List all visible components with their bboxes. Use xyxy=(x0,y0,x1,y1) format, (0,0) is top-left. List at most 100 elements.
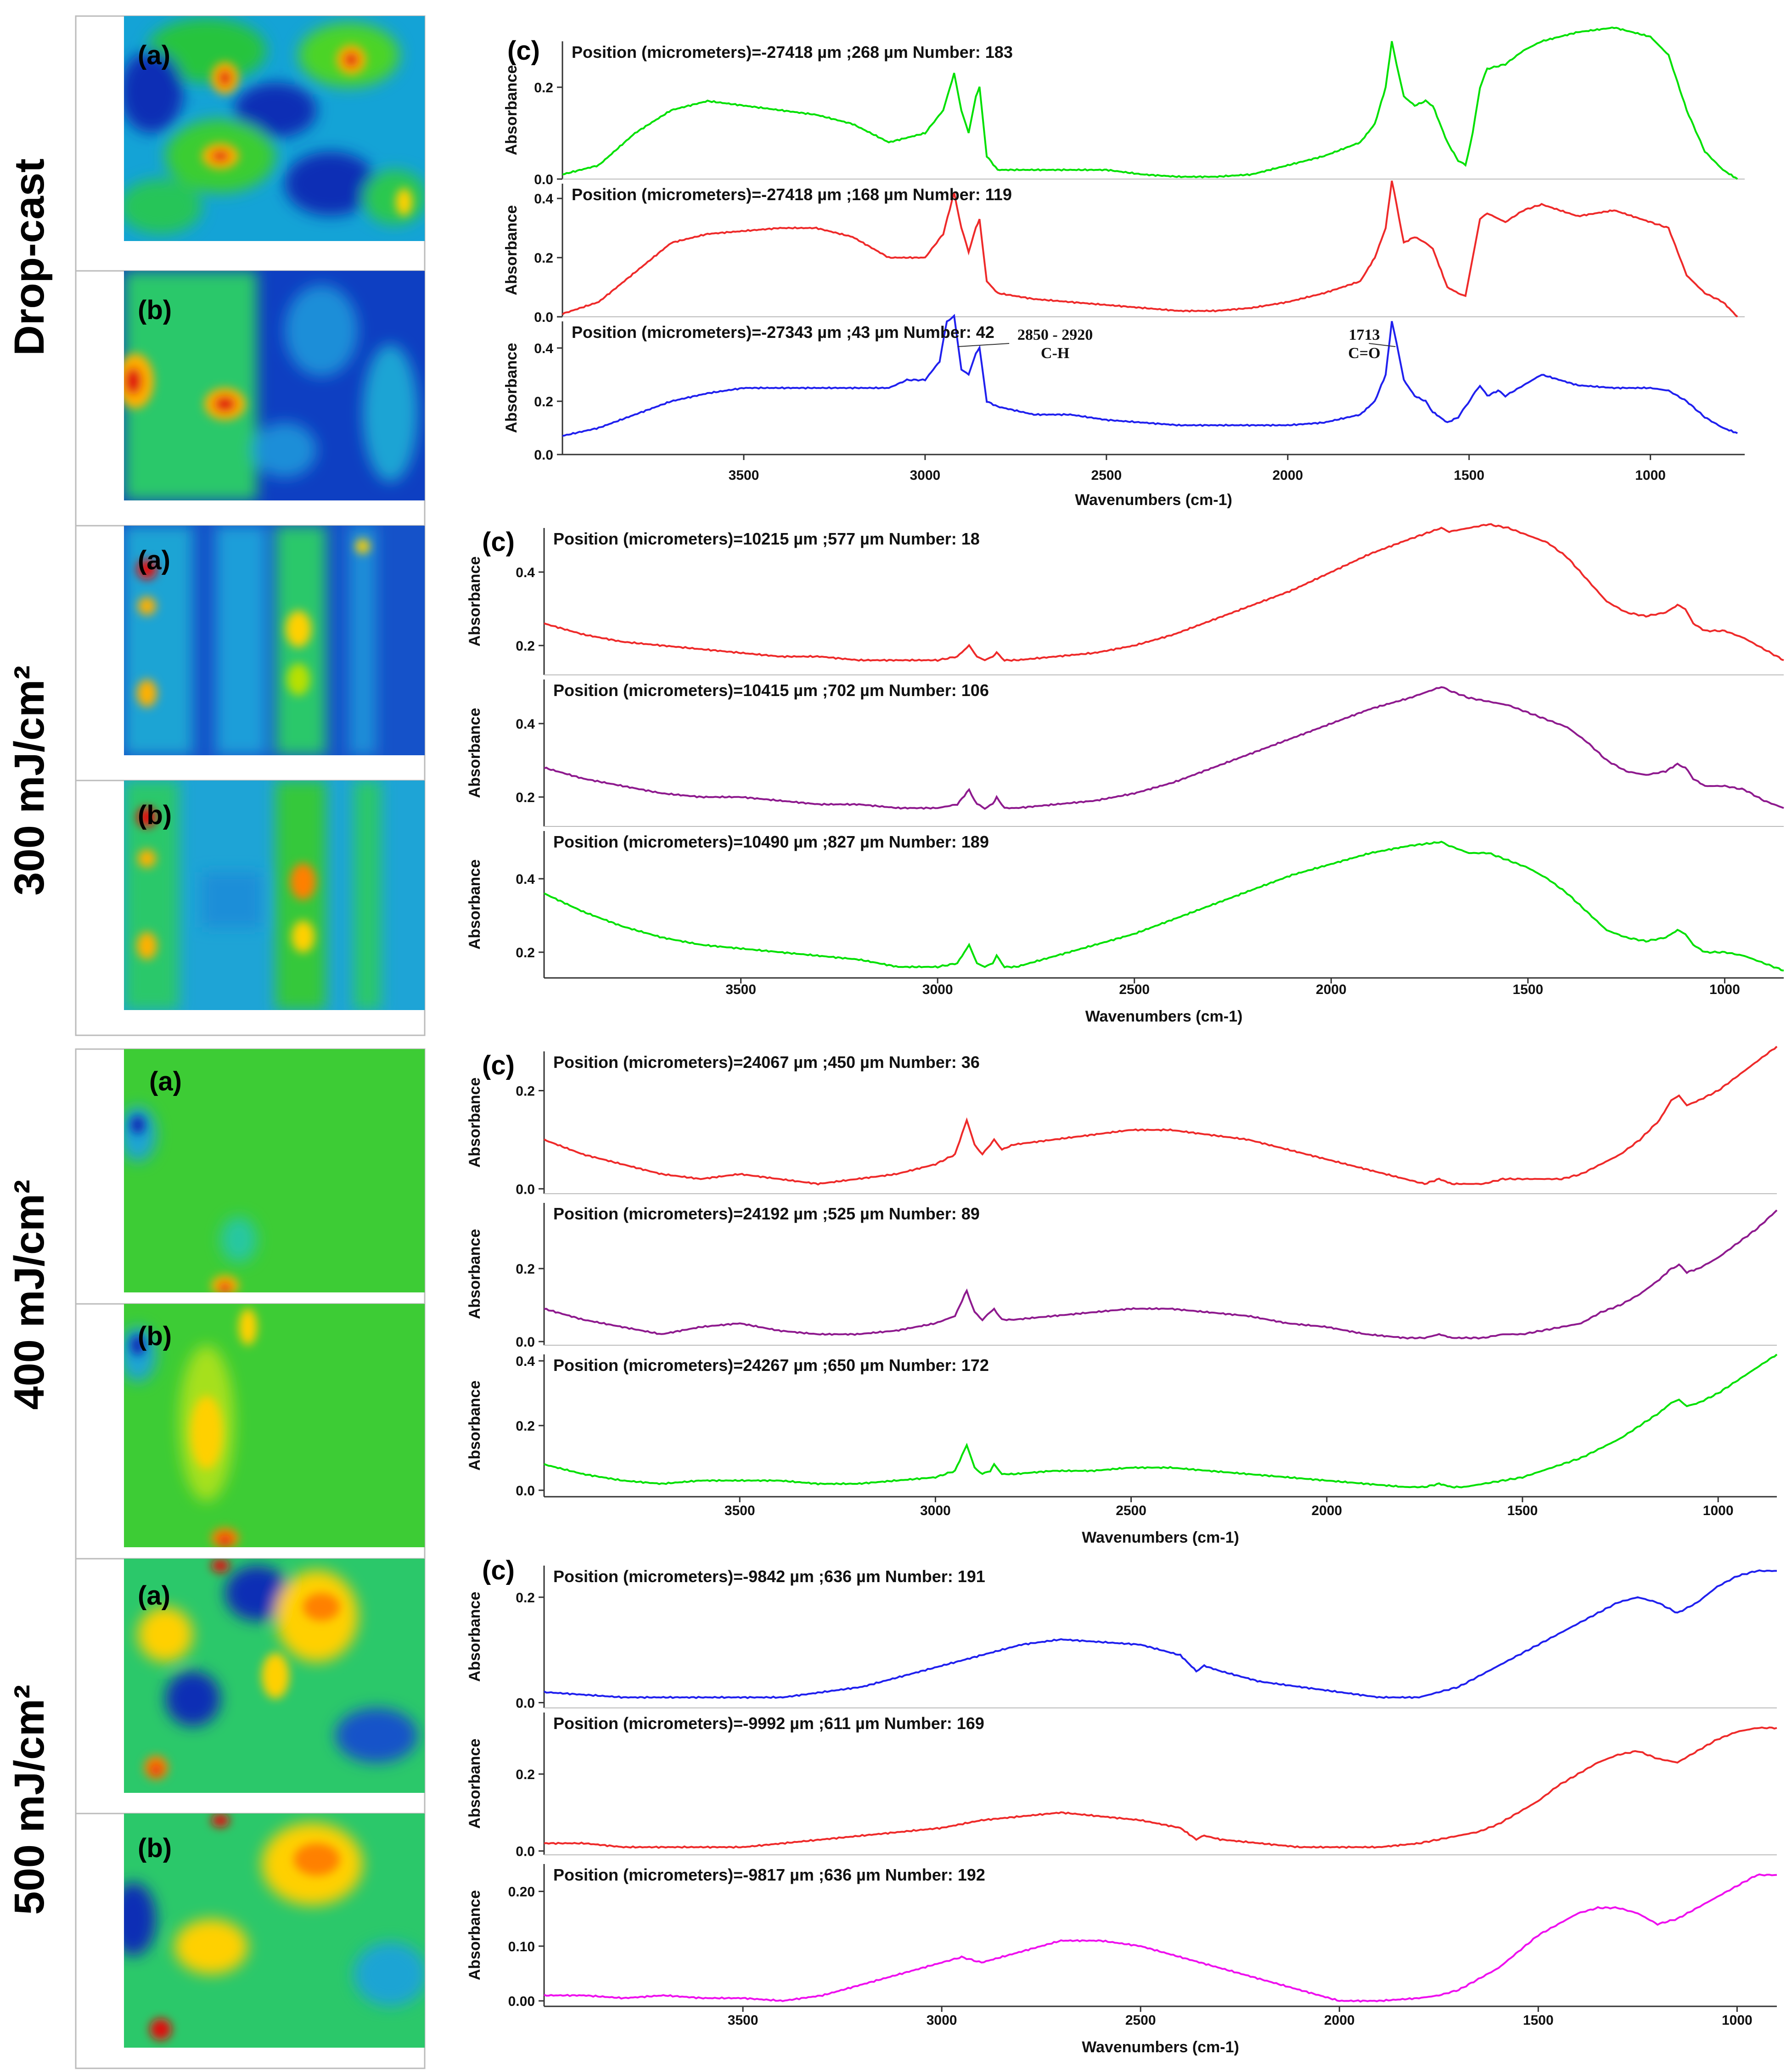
spectrum-panel: 0.0 0.2 0.4 Absorbance Position (micrometers… xyxy=(466,1353,1778,1499)
y-tick-label: 0.4 xyxy=(534,341,553,356)
y-tick-label: 0.4 xyxy=(534,191,553,207)
annotation-label: 2850 - 2920 xyxy=(1017,326,1093,343)
spectrum-panel: 0.00 0.10 0.20 Absorbance Position (micromet… xyxy=(466,1864,1777,2009)
y-axis-title: Absorbance xyxy=(466,1078,483,1168)
map-drop-cast-b: (b) xyxy=(75,270,426,527)
map-drop-cast-a: (a) xyxy=(75,15,426,272)
x-tick-label: 2000 xyxy=(1324,2013,1355,2028)
y-tick-label: 0.2 xyxy=(534,251,553,266)
x-tick-label: 2500 xyxy=(1125,2013,1156,2028)
y-tick-label: 0.0 xyxy=(516,1483,535,1499)
annotation-label: 1713 xyxy=(1348,326,1380,343)
y-axis-title: Absorbance xyxy=(466,1890,483,1981)
map-400-a: (a) xyxy=(75,1048,426,1305)
spectrum-panel: 0.0 0.2 Absorbance Position (micrometers)=2… xyxy=(466,1045,1778,1197)
y-axis-title: Absorbance xyxy=(466,1739,483,1829)
x-tick-label: 2500 xyxy=(1116,1503,1146,1518)
spectrum-position-label: Position (micrometers)=10215 µm ;577 µm … xyxy=(553,529,980,548)
y-tick-label: 0.20 xyxy=(508,1885,535,1900)
x-tick-label: 1500 xyxy=(1523,2013,1554,2028)
spectrum-position-label: Position (micrometers)=-9992 µm ;611 µm … xyxy=(553,1714,984,1733)
map-500-a: (a) xyxy=(75,1558,426,1814)
spectrum-line xyxy=(562,180,1738,318)
spectrum-panel: 0.0 0.2 Absorbance Position (micrometers)=-… xyxy=(503,26,1745,187)
y-tick-label: 0.0 xyxy=(516,1182,535,1197)
spectrum-line xyxy=(543,1045,1778,1186)
y-axis-title: Absorbance xyxy=(466,1381,483,1471)
y-tick-label: 0.2 xyxy=(516,1262,535,1277)
x-axis-title: Wavenumbers (cm-1) xyxy=(1082,1529,1239,1546)
spectrum-line xyxy=(544,1726,1777,1849)
spectra-panel-label: (c) xyxy=(482,1555,515,1585)
spectrum-position-label: Position (micrometers)=-27418 µm ;168 µm… xyxy=(572,185,1012,204)
annotation-leader xyxy=(958,343,1010,347)
panel-label-drop-cast-b: (b) xyxy=(138,295,172,325)
annotation-group: C-H xyxy=(1041,345,1069,362)
y-axis-title: Absorbance xyxy=(466,708,483,798)
y-axis-title: Absorbance xyxy=(503,343,520,433)
y-axis-title: Absorbance xyxy=(503,65,520,156)
spectrum-line xyxy=(562,26,1738,180)
spectrum-panel: 0.0 0.2 Absorbance Position (micrometers)=-… xyxy=(466,1566,1777,1711)
y-tick-label: 0.2 xyxy=(516,790,535,805)
spectra-chart-4: (c) 0.0 0.2 Absorbance Position (micrometers… xyxy=(466,1555,1777,2056)
spectrum-line xyxy=(544,523,1784,662)
spectrum-panel: 0.2 0.4 Absorbance Position (micrometers)=1… xyxy=(466,679,1784,827)
y-tick-label: 0.4 xyxy=(516,872,535,887)
x-tick-label: 3000 xyxy=(927,2013,957,2028)
x-tick-label: 3000 xyxy=(920,1503,951,1518)
spectra-chart-2: (c) 0.2 0.4 Absorbance Position (micrometers… xyxy=(466,523,1784,1025)
y-tick-label: 0.0 xyxy=(534,172,553,187)
y-axis-title: Absorbance xyxy=(466,1592,483,1682)
spectrum-position-label: Position (micrometers)=-9842 µm ;636 µm … xyxy=(553,1567,985,1586)
x-tick-label: 1000 xyxy=(1709,982,1740,997)
y-tick-label: 0.4 xyxy=(516,1354,535,1369)
panel-label-500-a: (a) xyxy=(138,1581,170,1611)
y-tick-label: 0.2 xyxy=(516,1084,535,1099)
y-tick-label: 0.00 xyxy=(508,1994,535,2009)
spectrum-line xyxy=(562,314,1738,437)
group-label-500: 500 mJ/cm² xyxy=(6,1685,53,1915)
panel-label-400-b: (b) xyxy=(138,1321,172,1351)
x-axis-title: Wavenumbers (cm-1) xyxy=(1082,2038,1239,2056)
x-tick-label: 1500 xyxy=(1454,468,1484,483)
spectrum-position-label: Position (micrometers)=24192 µm ;525 µm … xyxy=(553,1204,980,1223)
spectra-panel-label: (c) xyxy=(482,527,515,557)
y-tick-label: 0.4 xyxy=(516,565,535,580)
x-tick-label: 2500 xyxy=(1119,982,1150,997)
spectrum-line xyxy=(544,841,1784,971)
spectrum-panel: 0.2 0.4 Absorbance Position (micrometers)=1… xyxy=(466,831,1784,978)
y-tick-label: 0.0 xyxy=(534,310,553,325)
spectrum-position-label: Position (micrometers)=24067 µm ;450 µm … xyxy=(553,1053,980,1072)
spectrum-position-label: Position (micrometers)=24267 µm ;650 µm … xyxy=(553,1356,989,1375)
y-tick-label: 0.2 xyxy=(516,1767,535,1782)
spectra-chart-3: (c) 0.0 0.2 Absorbance Position (micrometers… xyxy=(466,1045,1778,1546)
y-tick-label: 0.0 xyxy=(516,1696,535,1711)
annotation-group: C=O xyxy=(1348,345,1380,362)
y-tick-label: 0.0 xyxy=(534,448,553,463)
spectrum-panel: 0.0 0.2 0.4 Absorbance Position (micrometers… xyxy=(503,180,1745,325)
spectrum-panel: 0.0 0.2 0.4 Absorbance Position (micrometers… xyxy=(503,314,1745,463)
x-axis-title: Wavenumbers (cm-1) xyxy=(1075,491,1232,509)
y-tick-label: 0.2 xyxy=(516,1419,535,1434)
x-tick-label: 3500 xyxy=(728,2013,758,2028)
map-300-b: (b) xyxy=(75,780,426,1036)
x-tick-label: 3500 xyxy=(725,982,756,997)
x-tick-label: 3500 xyxy=(725,1503,755,1518)
x-tick-label: 2000 xyxy=(1272,468,1303,483)
y-axis-title: Absorbance xyxy=(503,205,520,296)
spectrum-position-label: Position (micrometers)=10490 µm ;827 µm … xyxy=(553,832,989,851)
y-tick-label: 0.2 xyxy=(516,1590,535,1606)
y-tick-label: 0.0 xyxy=(516,1335,535,1350)
map-400-b: (b) xyxy=(75,1303,426,1560)
annotation-leader xyxy=(1369,343,1396,347)
y-tick-label: 0.2 xyxy=(516,945,535,960)
panel-label-300-b: (b) xyxy=(138,800,172,830)
x-axis-title: Wavenumbers (cm-1) xyxy=(1085,1008,1243,1025)
spectrum-line xyxy=(544,686,1784,810)
spectrum-position-label: Position (micrometers)=-27418 µm ;268 µm… xyxy=(572,43,1013,62)
spectra-panel-label: (c) xyxy=(482,1050,515,1080)
y-tick-label: 0.2 xyxy=(516,639,535,654)
y-tick-label: 0.2 xyxy=(534,394,553,410)
